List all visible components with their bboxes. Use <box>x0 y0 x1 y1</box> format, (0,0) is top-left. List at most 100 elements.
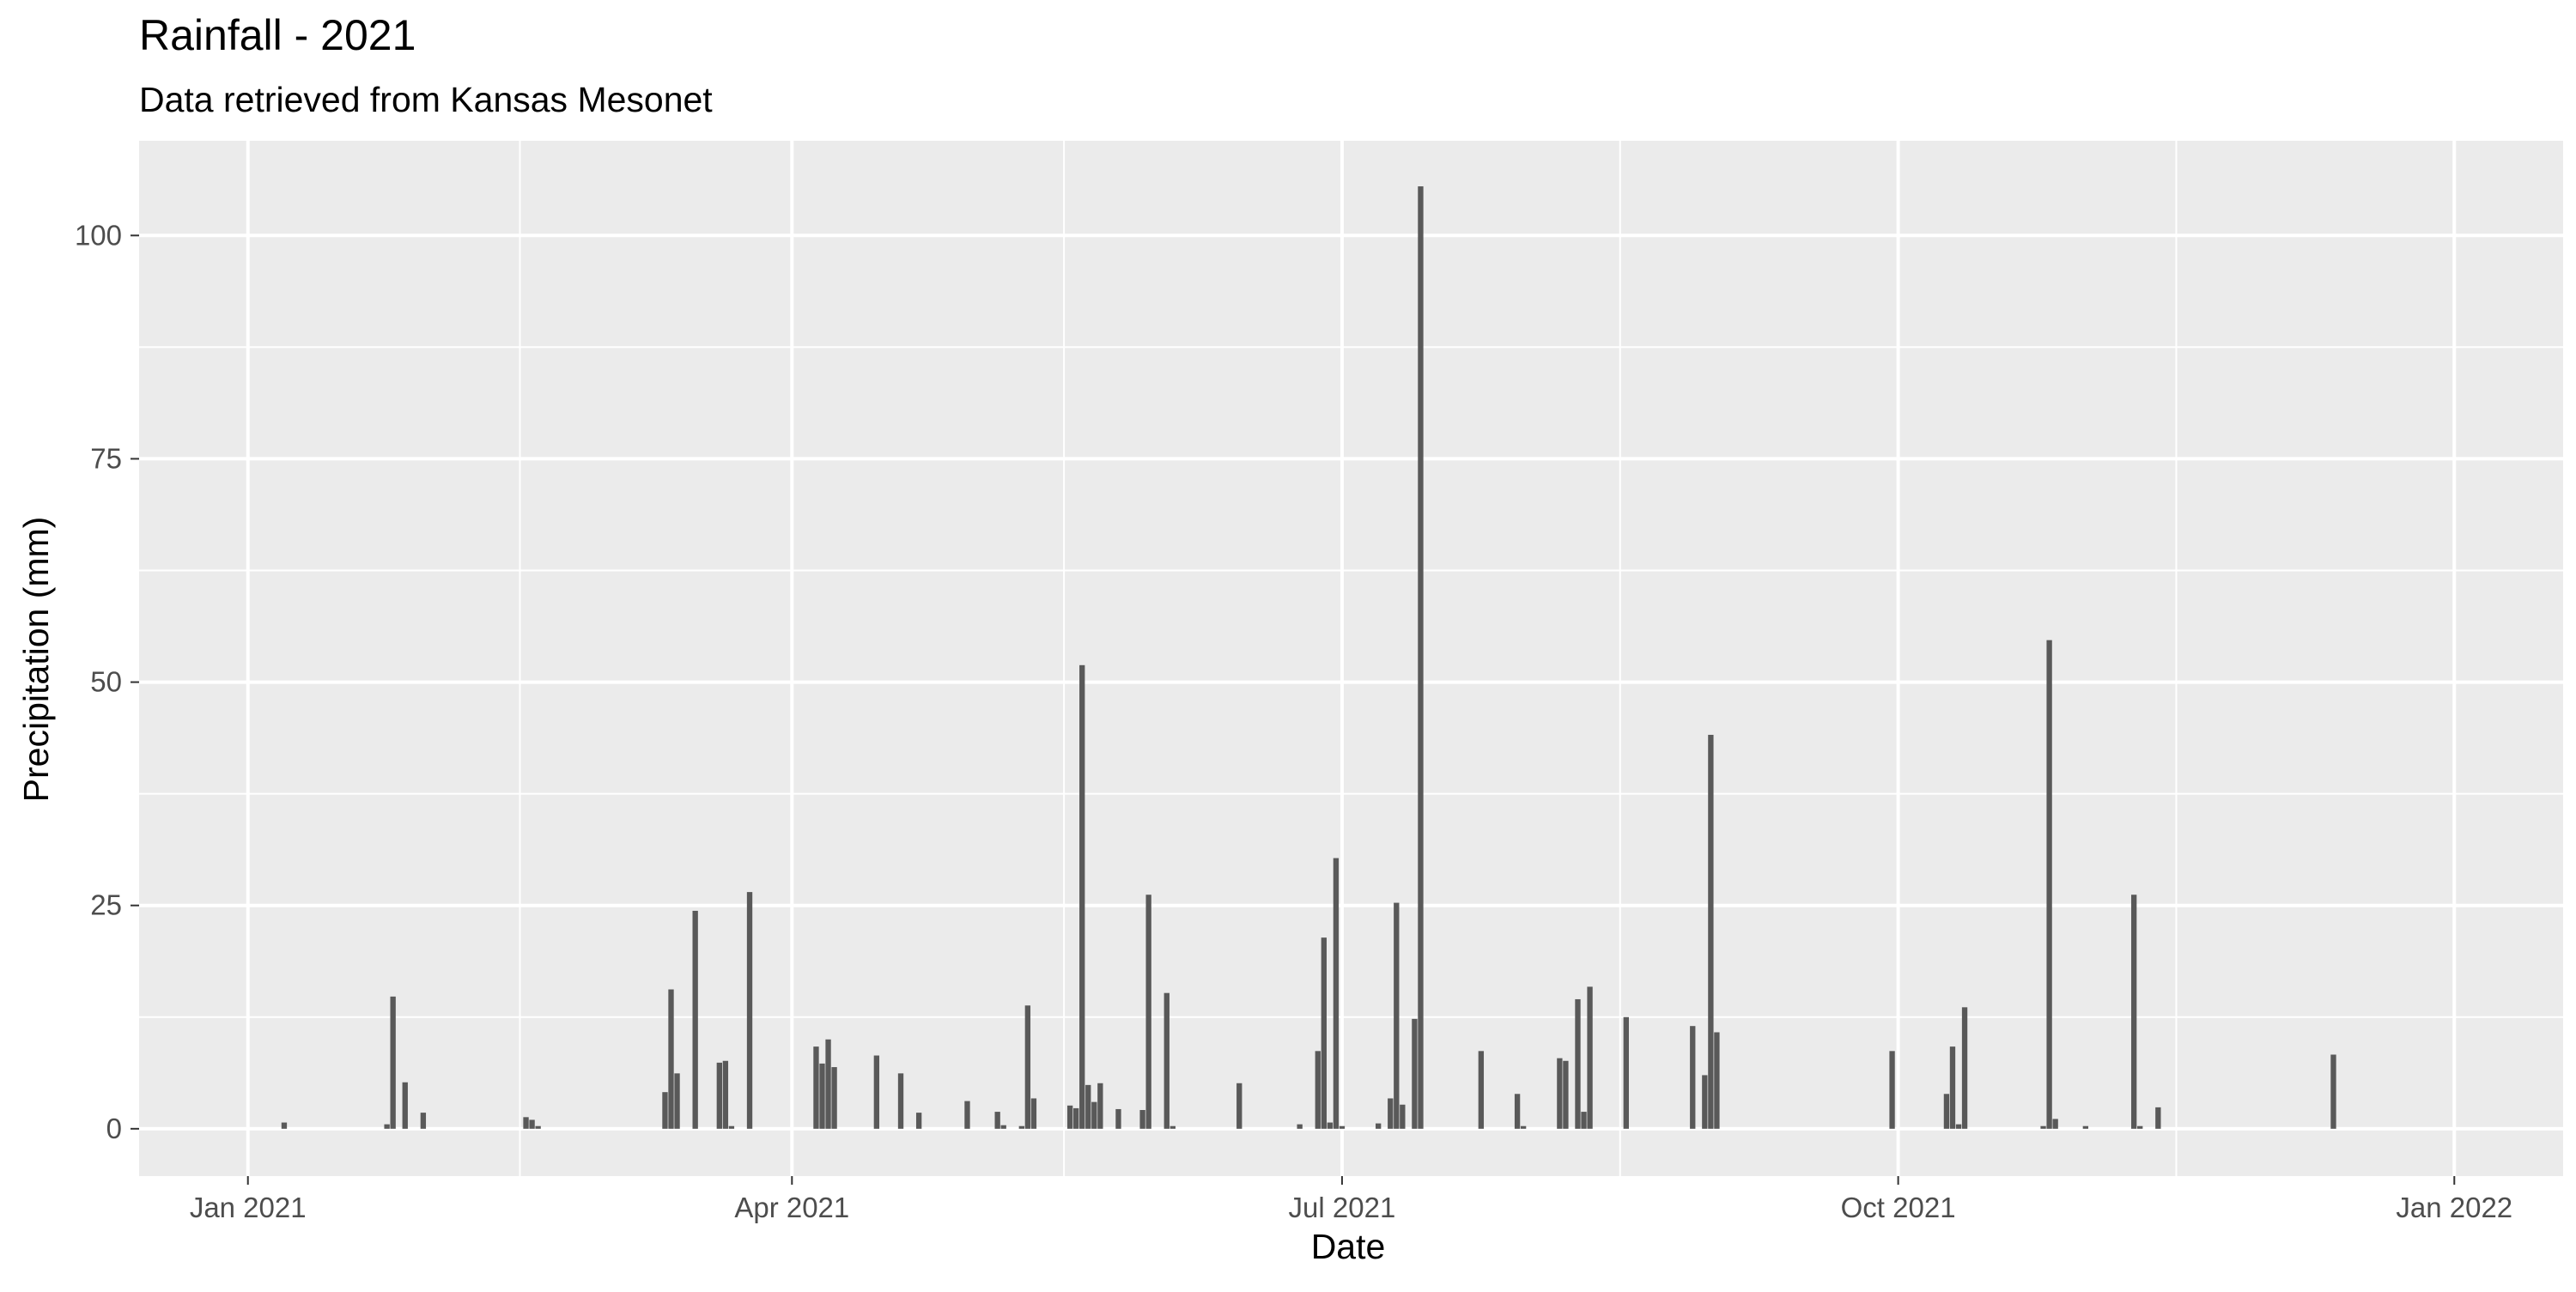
precip-bar <box>915 1113 922 1129</box>
precip-bar <box>1030 1098 1037 1129</box>
precip-bar <box>2137 1125 2143 1129</box>
precip-bar <box>813 1046 819 1129</box>
precip-bar <box>674 1073 680 1129</box>
precip-bar <box>1339 1125 1346 1129</box>
precip-bar <box>1520 1125 1527 1129</box>
y-tick-label: 25 <box>90 889 122 921</box>
precip-bar <box>384 1124 390 1129</box>
precip-bar <box>873 1055 880 1129</box>
precip-bar <box>1418 186 1424 1129</box>
precip-bar <box>1079 664 1085 1129</box>
precip-bar <box>831 1067 837 1129</box>
precip-bar <box>1000 1125 1006 1129</box>
precip-bar <box>281 1122 288 1129</box>
precip-bar <box>1327 1122 1334 1129</box>
precip-bar <box>964 1101 970 1129</box>
precip-bar <box>2155 1107 2161 1129</box>
precip-bar <box>1575 998 1581 1129</box>
precip-bar <box>1115 1108 1121 1129</box>
x-tick-label: Jul 2021 <box>1289 1192 1396 1223</box>
precip-bar <box>1066 1105 1073 1129</box>
precip-bar <box>2082 1125 2089 1129</box>
precip-bar <box>1091 1101 1097 1129</box>
precip-bar <box>1514 1094 1521 1129</box>
precip-bar <box>1097 1083 1103 1129</box>
precip-bar <box>1297 1124 1303 1129</box>
precip-bar <box>1400 1104 1406 1129</box>
precip-bar <box>1170 1125 1176 1129</box>
chart-title: Rainfall - 2021 <box>139 11 416 59</box>
bars <box>281 186 2336 1129</box>
y-tick-label: 50 <box>90 666 122 698</box>
y-axis-title: Precipitation (mm) <box>16 517 56 803</box>
precip-bar <box>1024 1005 1031 1129</box>
precip-bar <box>1145 895 1151 1129</box>
precip-bar <box>1388 1098 1394 1129</box>
precip-bar <box>692 910 698 1129</box>
precip-bar <box>662 1092 668 1129</box>
precip-bar <box>1478 1051 1485 1129</box>
precip-bar <box>1085 1084 1091 1129</box>
grid-major <box>139 141 2563 1176</box>
precip-bar <box>1563 1060 1569 1129</box>
precip-bar <box>825 1039 831 1129</box>
precip-bar <box>1018 1125 1024 1129</box>
precip-bar <box>1708 734 1714 1129</box>
precip-bar <box>1961 1007 1968 1129</box>
precip-bar <box>1376 1123 1382 1129</box>
precip-bar <box>1949 1046 1956 1129</box>
precip-bar <box>2052 1119 2058 1129</box>
precip-bar <box>1557 1058 1563 1129</box>
x-axis-title: Date <box>1311 1227 1386 1266</box>
precip-bar <box>1315 1051 1321 1129</box>
y-tick-label: 75 <box>90 442 122 474</box>
precip-bar <box>1702 1075 1708 1129</box>
precip-bar <box>994 1112 1000 1129</box>
precip-bar <box>1623 1016 1629 1129</box>
grid-minor <box>139 141 2563 1176</box>
precip-bar <box>668 989 674 1129</box>
precip-bar <box>746 892 753 1129</box>
precip-bar <box>2330 1054 2336 1129</box>
y-axis: 0 25 50 75 100 <box>75 219 139 1144</box>
precip-bar <box>1412 1018 1418 1129</box>
precip-bar <box>897 1073 904 1129</box>
y-tick-label: 0 <box>106 1113 122 1144</box>
x-tick-label: Jan 2022 <box>2396 1192 2512 1223</box>
chart-subtitle: Data retrieved from Kansas Mesonet <box>139 80 713 119</box>
precip-bar <box>1139 1109 1145 1129</box>
precip-bar <box>1581 1112 1587 1129</box>
y-tick-label: 100 <box>75 219 122 251</box>
precip-bar <box>722 1060 729 1129</box>
x-axis: Jan 2021 Apr 2021 Jul 2021 Oct 2021 Jan 2022 <box>190 1176 2512 1223</box>
precip-bar <box>728 1125 735 1129</box>
precip-bar <box>1073 1107 1079 1129</box>
precip-bar <box>1587 986 1593 1129</box>
precip-bar <box>716 1062 722 1129</box>
precip-bar <box>1714 1032 1720 1129</box>
precip-bar <box>2040 1125 2046 1129</box>
precip-bar <box>1321 937 1327 1129</box>
precip-bar <box>819 1063 825 1129</box>
precip-bar <box>535 1125 541 1129</box>
precip-bar <box>390 996 396 1129</box>
precip-bar <box>402 1082 408 1129</box>
precip-bar <box>1236 1083 1242 1129</box>
precip-bar <box>2130 895 2137 1129</box>
precip-bar <box>1955 1124 1962 1129</box>
x-tick-label: Apr 2021 <box>734 1192 849 1223</box>
precip-bar <box>2046 640 2052 1129</box>
x-tick-label: Jan 2021 <box>190 1192 307 1223</box>
precip-bar <box>1943 1094 1950 1129</box>
precip-bar <box>1394 902 1400 1129</box>
precip-bar <box>420 1113 427 1129</box>
precip-bar <box>1163 992 1170 1129</box>
precip-bar <box>1690 1026 1696 1129</box>
plot-panel <box>139 141 2563 1176</box>
x-tick-label: Oct 2021 <box>1841 1192 1956 1223</box>
precip-bar <box>529 1119 535 1129</box>
precip-bar <box>523 1117 529 1129</box>
precip-bar <box>1889 1051 1895 1129</box>
